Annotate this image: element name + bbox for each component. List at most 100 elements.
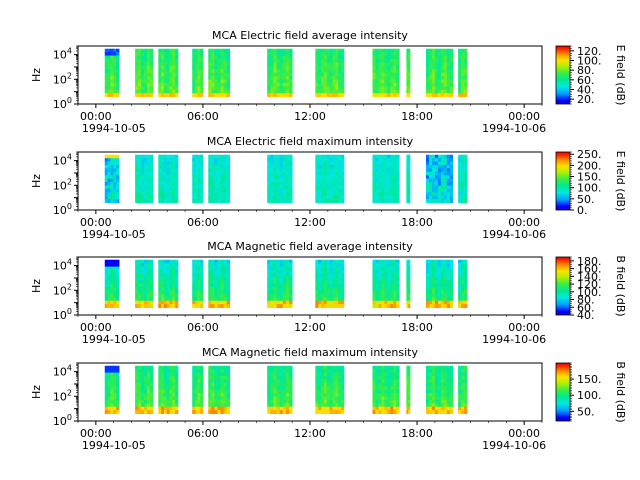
heatmap-cell — [326, 164, 331, 169]
heatmap-cell — [396, 185, 400, 190]
heatmap-cell — [390, 69, 394, 74]
heatmap-cell — [384, 365, 388, 370]
heatmap-cell — [279, 62, 284, 67]
heatmap-cell — [147, 72, 151, 77]
heatmap-cell — [172, 93, 176, 97]
heatmap-cell — [464, 276, 468, 281]
heatmap-cell — [135, 393, 139, 397]
heatmap-cell — [270, 72, 274, 77]
heatmap-cell — [381, 93, 385, 97]
heatmap-cell — [172, 154, 176, 159]
heatmap-cell — [464, 297, 468, 302]
heatmap-cell — [110, 399, 114, 404]
heatmap-cell — [141, 52, 145, 56]
heatmap-cell — [267, 403, 271, 408]
heatmap-cell — [461, 86, 465, 91]
heatmap-cell — [396, 86, 400, 91]
heatmap-cell — [384, 393, 388, 397]
heatmap-cell — [197, 79, 201, 84]
heatmap-cell — [166, 389, 170, 394]
heatmap-cell — [440, 269, 445, 274]
heatmap-cell — [426, 182, 430, 186]
heatmap-cell — [285, 410, 290, 414]
heatmap-cell — [110, 403, 114, 408]
heatmap-cell — [192, 178, 196, 183]
heatmap-cell — [169, 195, 173, 200]
heatmap-cell — [217, 375, 221, 380]
heatmap-cell — [329, 393, 333, 397]
heatmap-cell — [443, 406, 448, 411]
heatmap-cell — [110, 293, 114, 298]
heatmap-cell — [163, 171, 168, 176]
heatmap-cell — [226, 382, 231, 387]
heatmap-cell — [110, 65, 114, 70]
heatmap-cell — [315, 379, 319, 384]
heatmap-cell — [144, 276, 148, 281]
heatmap-cell — [440, 188, 445, 193]
heatmap-cell — [461, 369, 465, 373]
heatmap-cell — [113, 161, 117, 166]
heatmap-cell — [396, 276, 400, 281]
heatmap-cell — [393, 48, 397, 53]
heatmap-cell — [208, 369, 212, 373]
heatmap-cell — [147, 287, 151, 291]
heatmap-cell — [381, 182, 385, 186]
heatmap-cell — [214, 52, 218, 56]
heatmap-cell — [217, 382, 221, 387]
heatmap-cell — [267, 263, 271, 267]
heatmap-cell — [335, 266, 339, 271]
heatmap-cell — [446, 283, 451, 288]
heatmap-cell — [158, 406, 162, 411]
heatmap-cell — [329, 69, 333, 74]
heatmap-cell — [458, 69, 462, 74]
heatmap-cell — [282, 195, 287, 200]
heatmap-cell — [375, 69, 379, 74]
heatmap-cell — [426, 69, 430, 74]
heatmap-cell — [282, 399, 287, 404]
heatmap-cell — [329, 382, 333, 387]
heatmap-cell — [197, 369, 201, 373]
heatmap-cell — [220, 280, 224, 285]
heatmap-cell — [428, 396, 433, 401]
heatmap-cell — [434, 293, 439, 298]
heatmap-cell — [197, 52, 201, 56]
x-tick-label: 12:00 — [294, 321, 326, 334]
heatmap-cell — [220, 164, 224, 169]
heatmap-cell — [273, 76, 277, 80]
heatmap-cell — [161, 403, 165, 408]
heatmap-cell — [378, 185, 382, 190]
heatmap-cell — [378, 365, 382, 370]
heatmap-cell — [329, 403, 333, 408]
colorbar-tick-label: 150. — [577, 171, 602, 184]
heatmap-cell — [116, 410, 120, 414]
heatmap-cell — [390, 382, 394, 387]
heatmap-cell — [440, 164, 445, 169]
heatmap-cell — [458, 263, 462, 267]
heatmap-cell — [172, 82, 176, 87]
heatmap-cell — [384, 52, 388, 56]
heatmap-cell — [141, 76, 145, 80]
heatmap-cell — [285, 372, 290, 377]
heatmap-cell — [461, 375, 465, 380]
heatmap-cell — [197, 389, 201, 394]
heatmap-cell — [197, 287, 201, 291]
heatmap-cell — [273, 393, 277, 397]
heatmap-cell — [149, 369, 154, 373]
heatmap-cell — [175, 393, 179, 397]
heatmap-cell — [332, 403, 336, 408]
heatmap-cell — [192, 410, 196, 414]
heatmap-cell — [393, 158, 397, 162]
heatmap-cell — [315, 403, 319, 408]
heatmap-cell — [321, 154, 325, 159]
heatmap-cell — [197, 93, 201, 97]
heatmap-cell — [113, 93, 117, 97]
heatmap-cell — [175, 158, 179, 162]
heatmap-cell — [270, 369, 274, 373]
heatmap-cell — [437, 297, 442, 302]
heatmap-cell — [446, 290, 451, 295]
heatmap-cell — [270, 266, 274, 271]
heatmap-cell — [208, 154, 212, 159]
heatmap-cell — [135, 304, 139, 308]
heatmap-cell — [464, 79, 468, 84]
heatmap-cell — [381, 199, 385, 203]
